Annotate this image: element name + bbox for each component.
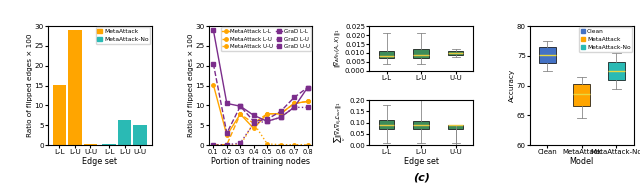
Legend: MetaAttack, MetaAttack-No: MetaAttack, MetaAttack-No (95, 27, 150, 44)
PathPatch shape (448, 51, 463, 55)
X-axis label: Model: Model (570, 157, 594, 166)
Y-axis label: Ratio of flipped edges × 100: Ratio of flipped edges × 100 (188, 34, 194, 137)
PathPatch shape (379, 51, 394, 58)
Bar (52, 85, 66, 145)
Legend: MetaAttack L-L, MetaAttack L-U, MetaAttack U-U, GraD L-L, GraD L-U, GraD U-U: MetaAttack L-L, MetaAttack L-U, MetaAtta… (221, 27, 311, 51)
PathPatch shape (413, 49, 429, 58)
PathPatch shape (573, 84, 591, 106)
Y-axis label: $\|\nabla_A f_{\theta_F}(A,X)\|_1$: $\|\nabla_A f_{\theta_F}(A,X)\|_1$ (333, 29, 344, 68)
Bar (84, 144, 97, 145)
Y-axis label: Ratio of flipped edges × 100: Ratio of flipped edges × 100 (27, 34, 33, 137)
Text: (c): (c) (413, 173, 429, 183)
X-axis label: Edge set: Edge set (404, 157, 438, 166)
PathPatch shape (608, 62, 625, 80)
Y-axis label: Accuracy: Accuracy (509, 69, 515, 102)
X-axis label: Edge set: Edge set (83, 157, 117, 166)
Bar (134, 125, 147, 145)
PathPatch shape (379, 120, 394, 129)
Legend: Clean, MetaAttack, MetaAttack-No: Clean, MetaAttack, MetaAttack-No (579, 27, 632, 52)
Bar (118, 121, 131, 145)
PathPatch shape (448, 125, 463, 129)
PathPatch shape (539, 47, 556, 63)
PathPatch shape (413, 121, 429, 129)
Y-axis label: $\sum_v \|\nabla_A \nabla_{\theta_v} \mathcal{L}_{sur}\|_1$: $\sum_v \|\nabla_A \nabla_{\theta_v} \ma… (333, 102, 348, 143)
X-axis label: Portion of training nodes: Portion of training nodes (211, 157, 310, 166)
Bar (68, 30, 82, 145)
